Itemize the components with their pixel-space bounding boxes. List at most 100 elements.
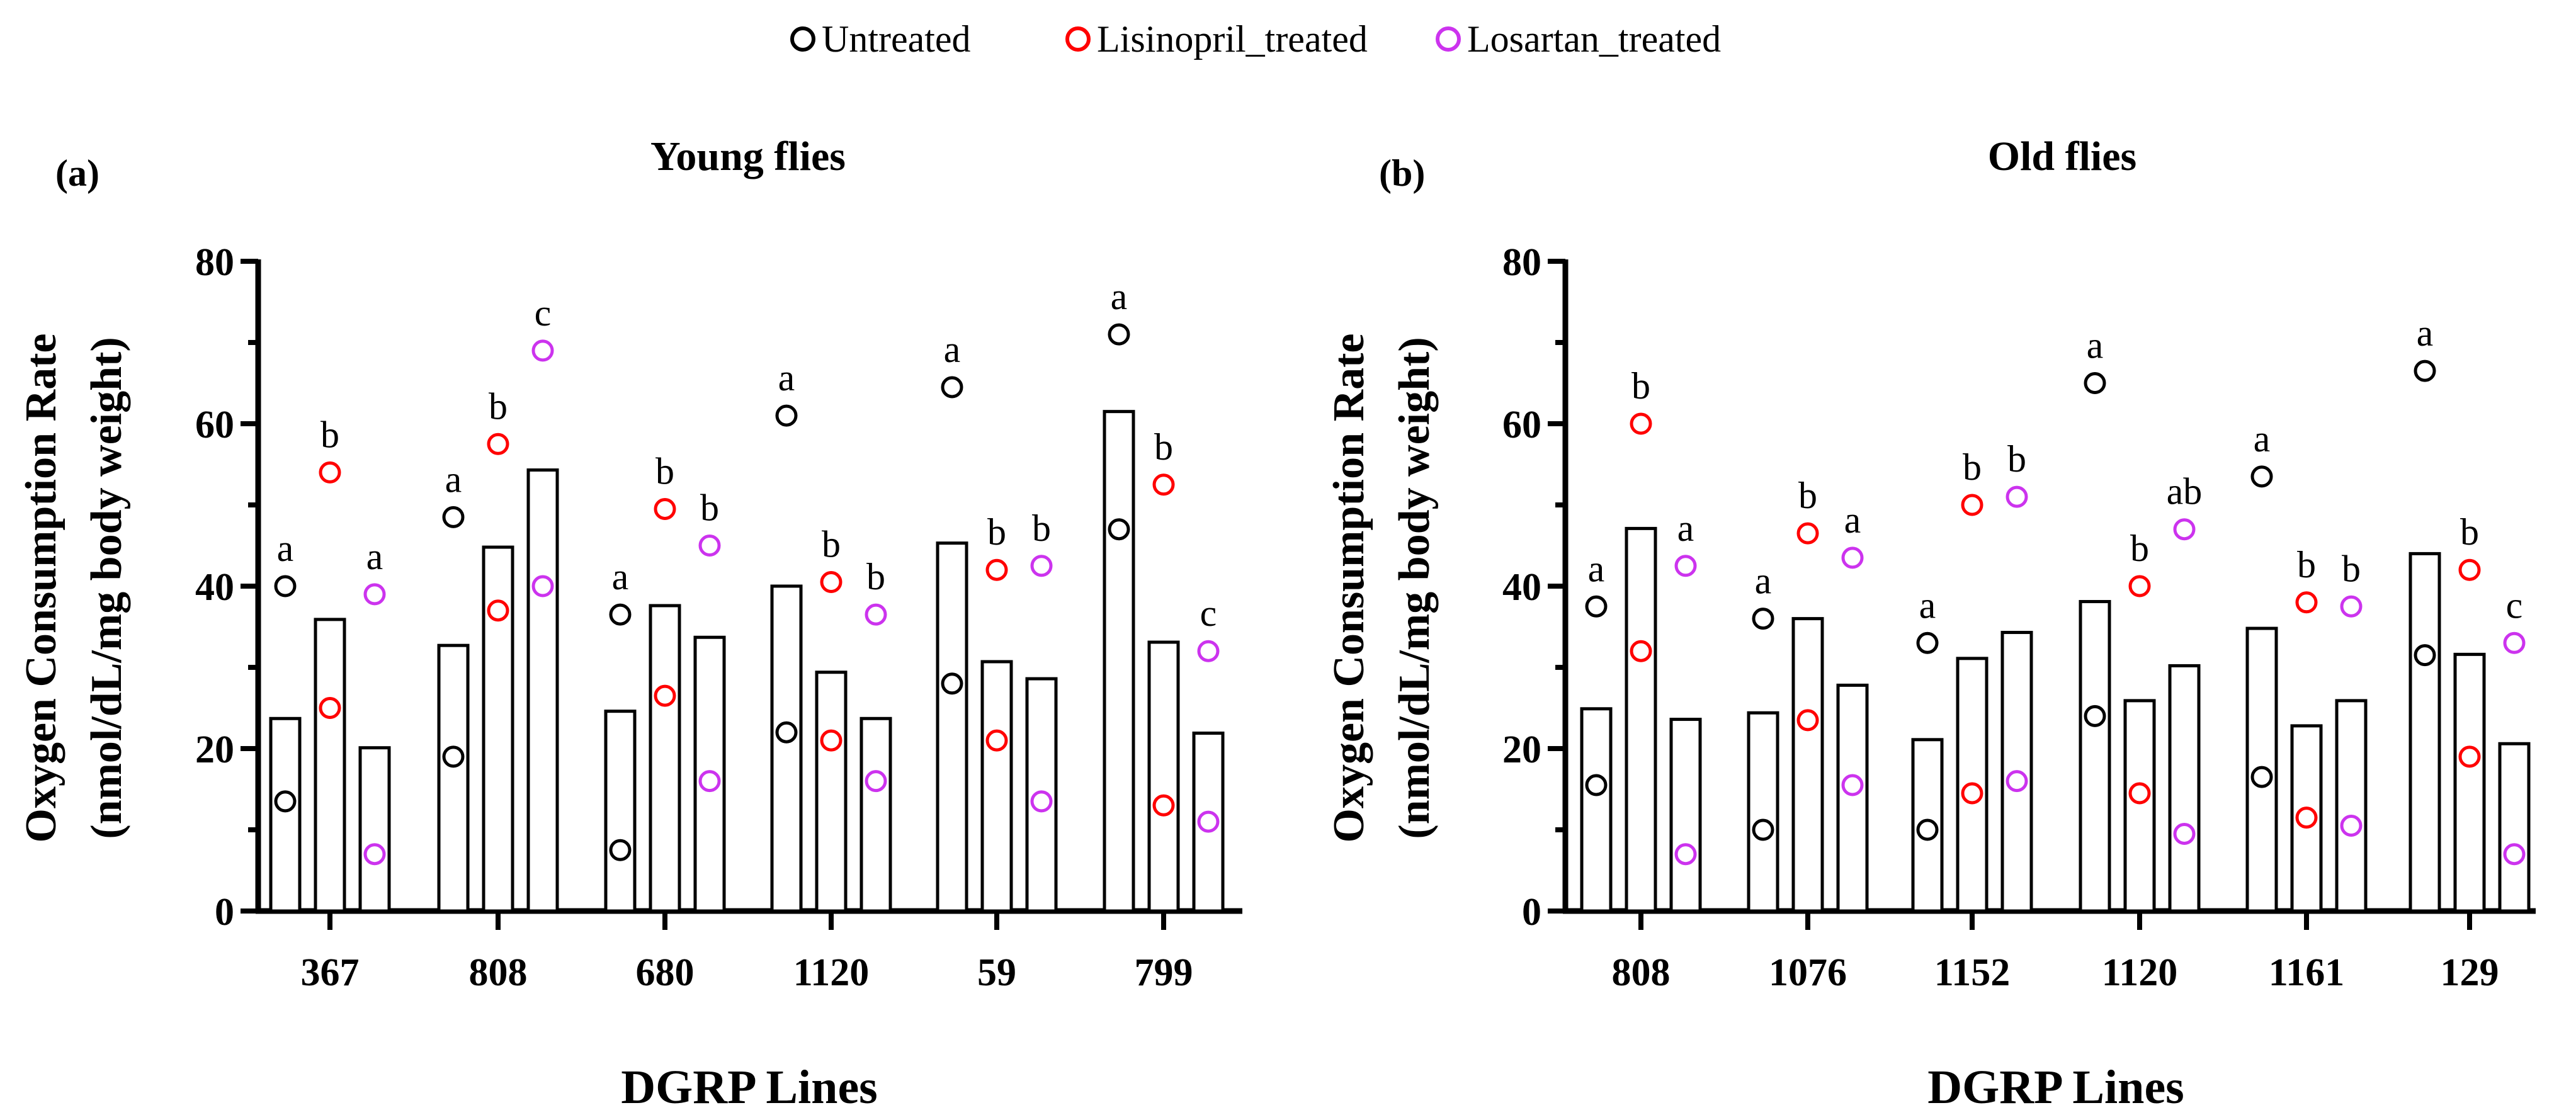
data-point-max — [2006, 485, 2028, 508]
data-point-max — [820, 571, 843, 594]
bar-losartan_treated — [2000, 631, 2033, 913]
data-point-max — [487, 433, 509, 455]
significance-letter: b — [866, 556, 885, 597]
data-point-max — [2250, 465, 2273, 488]
data-point-max — [1197, 640, 1220, 662]
bar-lisinopril_treated — [980, 660, 1013, 913]
data-point-min — [1841, 774, 1864, 796]
y-tick-label: 60 — [195, 404, 234, 446]
data-point-max — [1752, 608, 1774, 630]
bar-losartan_treated — [860, 716, 892, 913]
x-tick-label: 1120 — [2102, 951, 2178, 994]
significance-letter: a — [2254, 418, 2271, 460]
significance-letter: b — [655, 450, 674, 492]
data-point-min — [2084, 705, 2106, 727]
bar-lisinopril_treated — [1625, 526, 1657, 913]
significance-letter: a — [612, 556, 629, 597]
data-point-min — [2128, 782, 2151, 805]
data-point-min — [487, 599, 509, 622]
x-axis-label: DGRP Lines — [1927, 1061, 2184, 1114]
data-point-min — [865, 770, 887, 793]
data-point-max — [2295, 591, 2318, 614]
significance-letter: a — [778, 357, 795, 399]
data-point-min — [1197, 810, 1220, 833]
significance-letter: b — [1963, 446, 1982, 488]
data-point-min — [775, 721, 798, 744]
data-point-min — [2503, 843, 2526, 866]
data-point-min — [941, 672, 963, 695]
data-point-max — [1630, 412, 1652, 435]
x-tick-label: 129 — [2441, 951, 2499, 994]
y-axis-label-line1: Oxygen Consumption Rate — [17, 334, 65, 843]
data-point-max — [2340, 595, 2363, 618]
x-tick-label: 680 — [636, 951, 695, 994]
data-point-min — [1108, 518, 1130, 541]
data-point-min — [2006, 770, 2028, 793]
significance-letter: b — [1631, 365, 1650, 407]
significance-letter: b — [2130, 528, 2149, 569]
data-point-min — [609, 839, 632, 861]
data-point-max — [1030, 555, 1053, 577]
significance-letter: a — [1844, 499, 1861, 541]
x-axis-label: DGRP Lines — [621, 1061, 878, 1114]
significance-letter: b — [1154, 426, 1173, 468]
data-point-min — [1752, 818, 1774, 841]
data-point-min — [820, 729, 843, 752]
data-point-max — [609, 603, 632, 626]
data-point-min — [654, 684, 676, 707]
data-point-max — [2503, 631, 2526, 654]
x-tick-label: 1076 — [1769, 951, 1847, 994]
significance-letter: b — [1032, 507, 1051, 549]
significance-letter: a — [1677, 507, 1694, 549]
significance-letter: b — [1798, 475, 1817, 516]
y-axis-label-line2: (nmol/dL/mg body weight) — [82, 337, 131, 839]
bar-untreated — [604, 710, 637, 913]
significance-letter: a — [1111, 276, 1128, 317]
significance-letter: b — [700, 487, 719, 529]
bar-lisinopril_treated — [2453, 652, 2486, 913]
x-tick-label: 59 — [977, 951, 1016, 994]
data-point-min — [985, 729, 1008, 752]
bar-losartan_treated — [1669, 718, 1702, 913]
data-point-min — [531, 575, 554, 597]
bar-losartan_treated — [2335, 699, 2368, 913]
bar-untreated — [2245, 626, 2278, 913]
legend-label-untreated: Untreated — [822, 18, 971, 60]
bar-untreated — [269, 716, 302, 913]
significance-letter: a — [2417, 312, 2434, 354]
y-axis-label-line2: (nmol/dL/mg body weight) — [1390, 337, 1439, 839]
x-tick-label: 1120 — [793, 951, 870, 994]
data-point-max — [1108, 323, 1130, 346]
bar-untreated — [770, 584, 803, 913]
x-tick-label: 1152 — [1934, 951, 2011, 994]
panel-young-flies: (a) Young flies Oxygen Consumption Rate … — [17, 133, 1242, 1114]
significance-letter: c — [2506, 584, 2523, 626]
data-point-min — [1030, 790, 1053, 813]
legend-label-losartan: Losartan_treated — [1467, 18, 1721, 60]
panel-title: Young flies — [650, 133, 846, 179]
data-point-min — [2173, 822, 2196, 845]
data-point-max — [1674, 555, 1697, 577]
data-point-min — [2295, 807, 2318, 829]
y-tick-label: 0 — [215, 891, 234, 934]
data-point-max — [985, 558, 1008, 581]
data-point-min — [442, 745, 465, 768]
data-point-max — [319, 461, 341, 484]
data-point-max — [941, 376, 963, 399]
bar-untreated — [2079, 600, 2111, 913]
data-point-max — [2414, 359, 2436, 382]
data-point-max — [654, 497, 676, 520]
data-point-min — [2414, 644, 2436, 667]
x-tick-label: 1161 — [2269, 951, 2345, 994]
bar-untreated — [2409, 552, 2441, 913]
bar-losartan_treated — [1836, 683, 1869, 913]
bar-lisinopril_treated — [649, 604, 681, 913]
bar-losartan_treated — [693, 635, 726, 913]
data-point-min — [274, 790, 297, 813]
significance-letter: a — [366, 536, 383, 577]
bar-losartan_treated — [1025, 677, 1058, 913]
significance-letter: c — [535, 292, 552, 334]
data-point-max — [865, 603, 887, 626]
bar-untreated — [1103, 410, 1135, 913]
